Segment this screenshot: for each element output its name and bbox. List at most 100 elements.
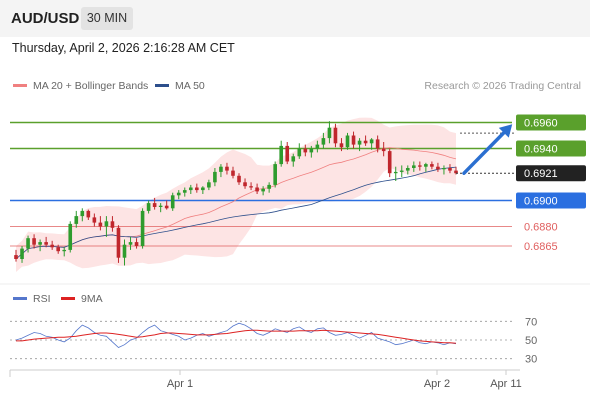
candle-body	[418, 165, 422, 167]
candle-body	[321, 138, 326, 145]
level-label-0.6865: 0.6865	[524, 241, 558, 253]
ma50-swatch	[155, 83, 169, 87]
legend-ma20-label: MA 20 + Bollinger Bands	[33, 80, 149, 92]
level-label-0.6880: 0.6880	[524, 222, 558, 234]
candle-body	[86, 210, 91, 218]
level-tag-0.6940	[516, 140, 586, 157]
candle-body	[375, 139, 380, 149]
candle-body	[249, 186, 253, 188]
candle-body	[327, 127, 332, 139]
candle-body	[20, 248, 24, 259]
candle-body	[44, 242, 48, 245]
level-tag-0.6900	[516, 192, 586, 209]
level-tag-0.6960	[516, 114, 586, 131]
level-label-0.6900: 0.6900	[524, 196, 558, 208]
candle-body	[381, 148, 386, 152]
candle-body	[56, 247, 60, 252]
candle-body	[170, 195, 175, 209]
candle-body	[201, 187, 205, 191]
candle-body	[436, 166, 440, 170]
candle-body	[146, 203, 151, 211]
bollinger-band	[16, 117, 456, 272]
symbol-title: AUD/USD	[11, 10, 80, 27]
candle-body	[110, 221, 115, 228]
candle-body	[345, 135, 350, 148]
level-label-0.6940: 0.6940	[524, 144, 558, 156]
candle-body	[140, 210, 145, 246]
candle-body	[164, 205, 169, 209]
candle-body	[369, 139, 374, 144]
rsi-tick-70: 70	[525, 316, 537, 328]
legend-rsi-ma: 9MA	[61, 293, 103, 305]
candle-body	[261, 188, 265, 192]
candle-body	[92, 217, 97, 223]
candle-body	[273, 164, 277, 185]
candle-body	[351, 135, 356, 145]
candle-body	[393, 171, 398, 174]
candle-body	[188, 187, 193, 191]
candle-body	[424, 164, 428, 167]
candle-body	[26, 238, 30, 249]
candle-body	[68, 223, 73, 250]
interval-badge[interactable]: 30 MIN	[81, 7, 133, 30]
candle-body	[405, 168, 410, 171]
current-price-label: 0.6921	[524, 168, 558, 180]
candle-body	[50, 244, 54, 248]
candle-body	[285, 145, 290, 162]
candle-body	[225, 166, 229, 171]
candle-body	[207, 182, 211, 188]
legend-rsi-ma-label: 9MA	[81, 293, 103, 305]
candle-body	[399, 170, 404, 172]
candle-body	[98, 222, 103, 227]
candle-body	[333, 127, 338, 144]
rsi-tick-30: 30	[525, 354, 537, 366]
forecast-arrow-shaft	[462, 126, 510, 175]
candle-body	[412, 165, 416, 168]
legend-ma20: MA 20 + Bollinger Bands	[13, 80, 148, 92]
rsi-swatch	[13, 296, 27, 300]
legend-rsi-label: RSI	[33, 293, 51, 305]
legend-ma50-label: MA 50	[175, 80, 205, 92]
candle-body	[448, 168, 452, 171]
candle-body	[387, 151, 392, 174]
top-bar: AUD/USD 30 MIN	[0, 0, 590, 37]
candle-body	[122, 244, 127, 258]
candle-body	[291, 156, 296, 162]
candle-body	[38, 242, 42, 245]
rsi-ma-line	[16, 329, 457, 344]
ma20-swatch	[13, 83, 27, 87]
candle-body	[195, 187, 199, 191]
candle-body	[315, 144, 320, 149]
candle-body	[62, 249, 67, 252]
candle-body	[357, 140, 362, 145]
candle-body	[104, 221, 109, 227]
candle-body	[442, 168, 446, 170]
forecast-arrow-head	[498, 124, 513, 138]
candle-body	[152, 203, 157, 207]
candle-body	[363, 140, 368, 144]
rsi-line	[15, 322, 457, 348]
rsi-tick-50: 50	[525, 335, 537, 347]
candle-body	[255, 187, 259, 192]
candle-body	[243, 182, 247, 187]
candle-body	[74, 216, 79, 224]
candle-body	[454, 170, 458, 174]
candle-body	[176, 192, 181, 196]
current-price-tag	[516, 165, 586, 182]
candle-body	[128, 242, 133, 245]
legend-rsi: RSI	[13, 293, 51, 305]
legend-ma50: MA 50	[155, 80, 205, 92]
candle-body	[213, 171, 217, 183]
candle-body	[339, 143, 344, 148]
x-tick-label: Apr 11	[490, 378, 522, 390]
candle-body	[231, 170, 235, 176]
candle-body	[279, 145, 284, 165]
candle-body	[219, 166, 223, 172]
level-label-0.6960: 0.6960	[524, 118, 558, 130]
x-tick-label: Apr 1	[167, 378, 193, 390]
candle-body	[158, 205, 163, 207]
candle-body	[309, 148, 314, 153]
candle-body	[116, 227, 121, 258]
candle-body	[297, 148, 302, 157]
